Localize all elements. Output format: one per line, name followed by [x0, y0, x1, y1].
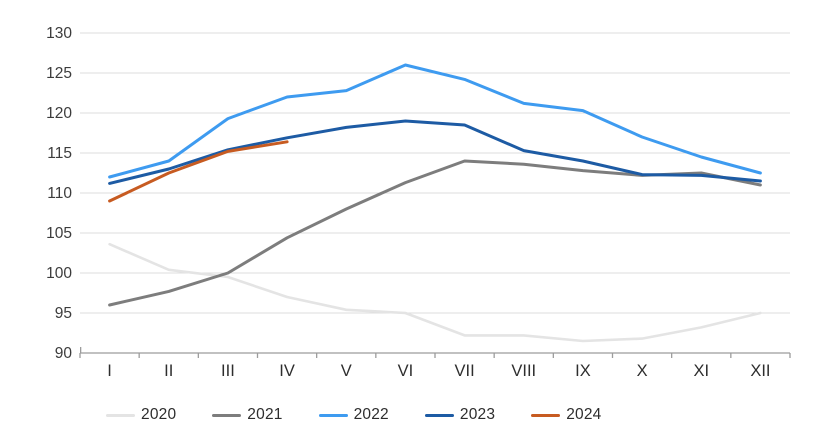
series-line-2024	[108, 140, 289, 203]
legend-swatch-2024	[531, 413, 561, 417]
x-tick-label: I	[107, 362, 112, 380]
legend-item-2021: 2021	[212, 406, 282, 424]
x-tick-label: IX	[575, 362, 591, 380]
y-tick-label: 130	[46, 25, 72, 42]
legend-label: 2020	[141, 406, 177, 423]
legend-item-2022: 2022	[318, 406, 389, 424]
x-tick-label: VI	[398, 362, 414, 380]
legend-label: 2021	[247, 406, 283, 423]
y-tick-label: 110	[47, 185, 72, 202]
y-tick-label: 125	[46, 65, 72, 82]
y-tick-label: 105	[46, 225, 72, 242]
legend-swatch-2021	[212, 413, 242, 417]
y-tick-label: 120	[46, 105, 72, 122]
x-tick-label: IV	[279, 362, 295, 380]
legend-label: 2022	[353, 406, 389, 423]
legend-label: 2024	[566, 406, 602, 423]
legend-swatch-2022	[318, 413, 348, 417]
y-tick-label: 95	[55, 305, 72, 322]
x-axis-labels: I II III IV V VI VII VIII IX X XI XII	[107, 362, 770, 380]
x-tick-label: VIII	[511, 362, 536, 380]
chart-legend: 2020 2021 2022 2023 2024	[0, 398, 820, 432]
series-line-2022	[108, 63, 762, 179]
x-axis	[79, 347, 791, 358]
y-tick-label: 90	[55, 345, 73, 362]
legend-item-2020: 2020	[106, 406, 176, 424]
series-line-2020	[108, 242, 762, 343]
x-tick-label: II	[164, 362, 173, 380]
legend-swatch-2023	[424, 413, 454, 417]
y-tick-label: 115	[47, 145, 72, 162]
y-tick-label: 100	[46, 265, 72, 282]
x-tick-label: X	[637, 362, 648, 380]
x-tick-label: XI	[693, 362, 709, 380]
y-axis-labels: 90 95 100 105 110 115 120 125 130	[46, 25, 72, 362]
x-tick-label: III	[221, 362, 235, 380]
series-line-2023	[108, 119, 762, 185]
legend-item-2023: 2023	[424, 406, 496, 424]
x-tick-label: VII	[454, 362, 474, 380]
x-tick-label: XII	[750, 362, 770, 380]
legend-swatch-2020	[106, 413, 135, 417]
legend-label: 2023	[459, 406, 496, 423]
legend-item-2024: 2024	[531, 406, 601, 424]
x-tick-label: V	[341, 362, 352, 380]
